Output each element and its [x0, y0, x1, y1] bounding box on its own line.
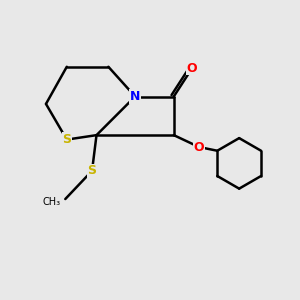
Text: N: N	[130, 90, 140, 103]
Text: O: O	[194, 140, 204, 154]
Text: CH₃: CH₃	[43, 197, 61, 207]
Text: S: S	[88, 164, 97, 177]
Text: S: S	[62, 133, 71, 146]
Text: O: O	[186, 62, 197, 75]
